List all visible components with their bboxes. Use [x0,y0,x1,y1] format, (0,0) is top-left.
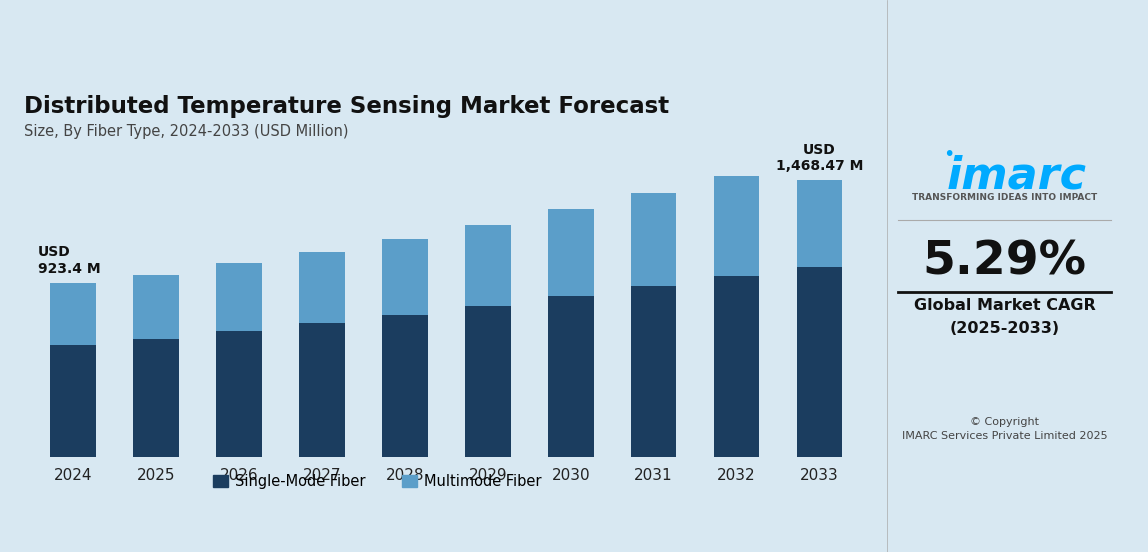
Text: USD
1,468.47 M: USD 1,468.47 M [776,142,863,173]
Bar [382,239,428,315]
Bar [133,275,179,338]
Text: © Copyright
IMARC Services Private Limited 2025: © Copyright IMARC Services Private Limit… [901,417,1108,441]
Text: Size, By Fiber Type, 2024-2033 (USD Million): Size, By Fiber Type, 2024-2033 (USD Mill… [24,124,348,139]
Text: •: • [943,145,954,163]
Bar [548,296,594,457]
Bar [216,263,262,331]
Bar [797,181,843,267]
Legend: Single-Mode Fiber, Multimode Fiber: Single-Mode Fiber, Multimode Fiber [208,468,548,495]
Text: TRANSFORMING IDEAS INTO IMPACT: TRANSFORMING IDEAS INTO IMPACT [912,193,1097,201]
Text: Distributed Temperature Sensing Market Forecast: Distributed Temperature Sensing Market F… [24,95,669,118]
Text: imarc: imarc [947,154,1087,197]
Text: Global Market CAGR
(2025-2033): Global Market CAGR (2025-2033) [914,299,1095,336]
Bar [465,306,511,457]
Bar [300,323,344,457]
Bar [51,283,96,345]
Text: 5.29%: 5.29% [923,239,1086,284]
Bar [548,210,594,296]
Text: USD
923.4 M: USD 923.4 M [38,245,101,275]
Bar [133,338,179,457]
Bar [797,267,843,457]
Bar [714,177,759,275]
Bar [382,315,428,457]
Bar [714,275,759,457]
Bar [631,193,676,285]
Bar [216,331,262,457]
Bar [300,252,344,323]
Bar [465,225,511,306]
Bar [51,345,96,457]
Bar [631,285,676,457]
